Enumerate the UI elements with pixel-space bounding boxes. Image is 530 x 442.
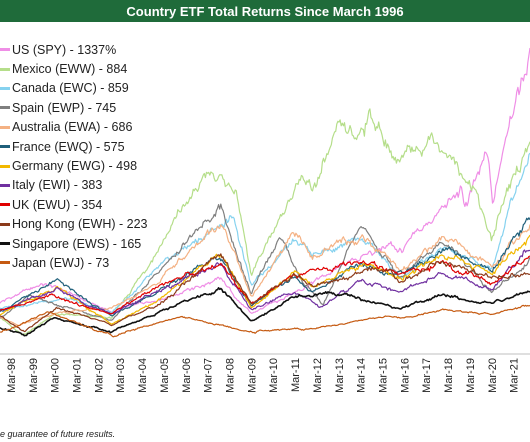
legend-item: Japan (EWJ) - 73 bbox=[0, 253, 147, 272]
legend-label: UK (EWU) - 354 bbox=[12, 197, 103, 212]
x-tick-label: Mar-16 bbox=[399, 358, 411, 393]
legend-label: Spain (EWP) - 745 bbox=[12, 100, 117, 115]
x-tick-label: Mar-00 bbox=[50, 358, 62, 393]
series-line-3 bbox=[0, 203, 530, 321]
legend-item: Canada (EWC) - 859 bbox=[0, 79, 147, 98]
legend-label: Germany (EWG) - 498 bbox=[12, 159, 138, 174]
legend-swatch bbox=[0, 203, 10, 207]
x-tick-label: Mar-15 bbox=[378, 358, 390, 393]
series-line-5 bbox=[0, 217, 530, 317]
legend-item: Italy (EWI) - 383 bbox=[0, 176, 147, 195]
legend-swatch bbox=[0, 242, 10, 246]
x-tick-label: Mar-06 bbox=[181, 358, 193, 393]
legend-item: France (EWQ) - 575 bbox=[0, 137, 147, 156]
x-tick-label: Mar-02 bbox=[93, 358, 105, 393]
x-tick-label: Mar-10 bbox=[268, 358, 280, 393]
series-line-4 bbox=[0, 224, 530, 326]
x-tick-label: Mar-03 bbox=[115, 358, 127, 393]
x-tick-label: Mar-04 bbox=[137, 358, 149, 393]
series-line-11 bbox=[0, 304, 530, 338]
x-tick-label: Mar-08 bbox=[225, 358, 237, 393]
footnote: e guarantee of future results. bbox=[0, 429, 116, 439]
legend-swatch bbox=[0, 145, 10, 149]
series-line-9 bbox=[0, 253, 530, 333]
x-tick-label: Mar-07 bbox=[203, 358, 215, 393]
x-tick-label: Mar-99 bbox=[28, 358, 40, 393]
x-tick-label: Mar-09 bbox=[246, 358, 258, 393]
x-tick-label: Mar-21 bbox=[509, 358, 521, 393]
legend-swatch bbox=[0, 183, 10, 187]
legend-label: Singapore (EWS) - 165 bbox=[12, 236, 142, 251]
x-tick-label: Mar-01 bbox=[72, 358, 84, 393]
x-tick-label: Mar-20 bbox=[487, 358, 499, 393]
legend-swatch bbox=[0, 164, 10, 168]
legend-label: Australia (EWA) - 686 bbox=[12, 120, 133, 135]
legend-swatch bbox=[0, 48, 10, 52]
legend: US (SPY) - 1337% Mexico (EWW) - 884 Canada… bbox=[0, 40, 147, 273]
legend-swatch bbox=[0, 86, 10, 90]
chart-title: Country ETF Total Returns Since March 19… bbox=[126, 3, 404, 19]
legend-label: Mexico (EWW) - 884 bbox=[12, 62, 128, 77]
legend-swatch bbox=[0, 106, 10, 110]
x-tick-label: Mar-18 bbox=[443, 358, 455, 393]
legend-swatch bbox=[0, 125, 10, 129]
legend-label: US (SPY) - 1337% bbox=[12, 42, 117, 57]
legend-item: Germany (EWG) - 498 bbox=[0, 156, 147, 175]
legend-label: Hong Kong (EWH) - 223 bbox=[12, 217, 148, 232]
series-line-6 bbox=[0, 234, 530, 325]
legend-item: Hong Kong (EWH) - 223 bbox=[0, 215, 147, 234]
x-tick-label: Mar-19 bbox=[465, 358, 477, 393]
legend-label: France (EWQ) - 575 bbox=[12, 139, 125, 154]
legend-swatch bbox=[0, 261, 10, 265]
series-line-0 bbox=[0, 47, 530, 314]
legend-swatch bbox=[0, 67, 10, 71]
x-tick-label: Mar-98 bbox=[6, 358, 18, 393]
series-line-7 bbox=[0, 249, 530, 315]
legend-label: Italy (EWI) - 383 bbox=[12, 178, 103, 193]
series-line-1 bbox=[0, 108, 530, 336]
x-tick-label: Mar-17 bbox=[421, 358, 433, 393]
chart-title-bar: Country ETF Total Returns Since March 19… bbox=[0, 0, 530, 22]
legend-item: Mexico (EWW) - 884 bbox=[0, 59, 147, 78]
legend-item: Singapore (EWS) - 165 bbox=[0, 234, 147, 253]
x-tick-label: Mar-05 bbox=[159, 358, 171, 393]
legend-swatch bbox=[0, 222, 10, 226]
x-tick-label: Mar-14 bbox=[356, 358, 368, 393]
legend-label: Japan (EWJ) - 73 bbox=[12, 255, 110, 270]
x-tick-label: Mar-12 bbox=[312, 358, 324, 393]
legend-item: UK (EWU) - 354 bbox=[0, 195, 147, 214]
x-tick-label: Mar-13 bbox=[334, 358, 346, 393]
legend-item: US (SPY) - 1337% bbox=[0, 40, 147, 59]
legend-item: Spain (EWP) - 745 bbox=[0, 98, 147, 117]
legend-label: Canada (EWC) - 859 bbox=[12, 81, 129, 96]
legend-item: Australia (EWA) - 686 bbox=[0, 118, 147, 137]
line-chart: Mar-98 Mar-99 Mar-00 Mar-01 Mar-02 Mar-03 Mar-… bbox=[0, 47, 530, 393]
x-tick-label: Mar-11 bbox=[290, 358, 302, 392]
